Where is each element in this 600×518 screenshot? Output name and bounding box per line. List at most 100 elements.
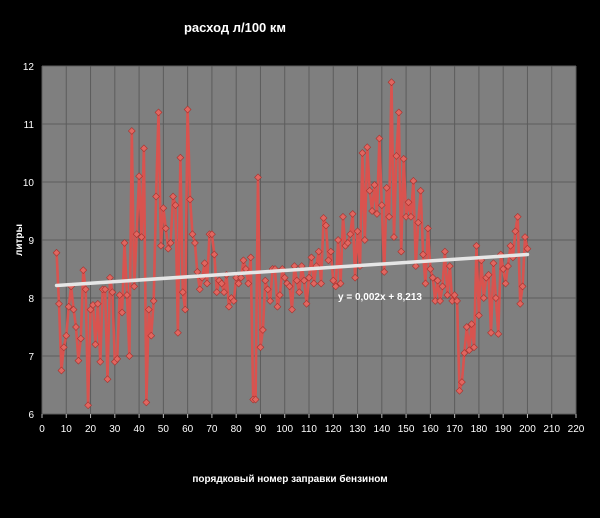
data-point: [60, 343, 68, 352]
x-axis-ticks: 0 10 20 30 40 50 60 70 80 90 100 110 120 130 140 150 160…: [39, 424, 585, 435]
data-point: [385, 212, 393, 221]
data-point: [470, 343, 478, 352]
data-point: [433, 276, 442, 285]
data-point: [147, 331, 156, 340]
data-point: [118, 308, 126, 317]
trendline-group: [54, 252, 530, 288]
data-point: [424, 224, 432, 233]
data-point: [487, 328, 495, 337]
data-point: [188, 230, 197, 239]
data-point: [254, 173, 262, 182]
data-point: [251, 395, 260, 404]
data-point: [317, 279, 325, 288]
data-point: [64, 302, 73, 311]
data-point: [336, 279, 345, 288]
data-point: [135, 172, 143, 181]
data-point: [348, 210, 357, 218]
data-point: [69, 305, 78, 314]
x-tick-label: 140: [373, 424, 390, 435]
data-point: [516, 299, 524, 308]
data-point: [127, 127, 136, 135]
data-point: [225, 302, 233, 311]
data-point: [94, 299, 102, 308]
data-point: [339, 212, 347, 221]
data-point: [115, 291, 124, 299]
data-point: [285, 282, 294, 291]
data-point: [234, 279, 243, 288]
data-point: [103, 375, 112, 384]
x-tick-label: 210: [543, 424, 560, 435]
data-point: [351, 273, 359, 282]
data-point: [171, 201, 180, 210]
x-tick-label: 200: [519, 424, 536, 435]
data-point: [455, 386, 464, 395]
data-point: [511, 227, 520, 236]
data-point: [334, 236, 342, 244]
data-point: [375, 134, 384, 143]
data-point: [212, 288, 221, 297]
data-point: [363, 143, 372, 152]
data-point: [256, 343, 265, 352]
data-point: [74, 356, 83, 365]
x-tick-label: 10: [61, 424, 73, 435]
x-tick-label: 150: [398, 424, 415, 435]
data-point: [120, 239, 129, 247]
data-point: [186, 195, 194, 204]
x-tick-label: 0: [39, 424, 45, 435]
data-point: [244, 279, 253, 288]
trendline-equation: y = 0,002x + 8,213: [338, 292, 422, 303]
data-point: [475, 311, 483, 320]
data-point: [499, 265, 508, 273]
y-tick-label: 9: [28, 236, 34, 247]
data-point: [489, 259, 498, 268]
x-tick-label: 70: [206, 424, 218, 435]
y-axis-ticks: 6 7 8 9 10 11 12: [23, 62, 35, 421]
y-tick-label: 8: [28, 294, 34, 305]
data-point: [191, 239, 199, 247]
data-point: [183, 105, 192, 114]
data-point: [72, 323, 80, 331]
x-tick-label: 60: [182, 424, 194, 435]
data-point: [327, 247, 335, 256]
data-point: [159, 204, 168, 212]
data-point: [108, 288, 117, 297]
data-point: [411, 262, 420, 270]
data-point: [397, 247, 406, 256]
data-point: [229, 297, 238, 305]
y-tick-label: 10: [23, 178, 35, 189]
data-point: [450, 291, 459, 299]
data-point: [513, 212, 522, 221]
data-point: [237, 273, 245, 282]
data-point: [302, 299, 311, 308]
y-tick-label: 7: [28, 352, 34, 363]
x-tick-label: 90: [255, 424, 267, 435]
x-tick-label: 30: [109, 424, 121, 435]
data-point: [157, 241, 165, 250]
x-tick-label: 50: [158, 424, 170, 435]
data-point: [169, 192, 177, 201]
data-point: [370, 181, 379, 189]
data-point: [467, 320, 476, 328]
x-axis-label: порядковый номер заправки бензином: [192, 473, 387, 485]
data-point: [259, 326, 267, 334]
data-point: [377, 201, 386, 210]
data-point: [142, 398, 151, 407]
data-point: [295, 288, 304, 297]
data-point: [280, 273, 289, 282]
data-point: [181, 305, 190, 314]
data-point: [319, 214, 328, 222]
data-point: [293, 276, 301, 285]
data-point: [358, 149, 367, 157]
data-point: [176, 153, 185, 162]
x-tick-label: 130: [349, 424, 366, 435]
data-point: [52, 248, 61, 257]
trendline: [54, 252, 530, 288]
data-point: [380, 268, 389, 276]
data-point: [436, 297, 444, 305]
data-point: [101, 285, 109, 294]
data-point: [273, 302, 282, 311]
data-point: [263, 285, 272, 294]
data-point: [368, 207, 376, 215]
